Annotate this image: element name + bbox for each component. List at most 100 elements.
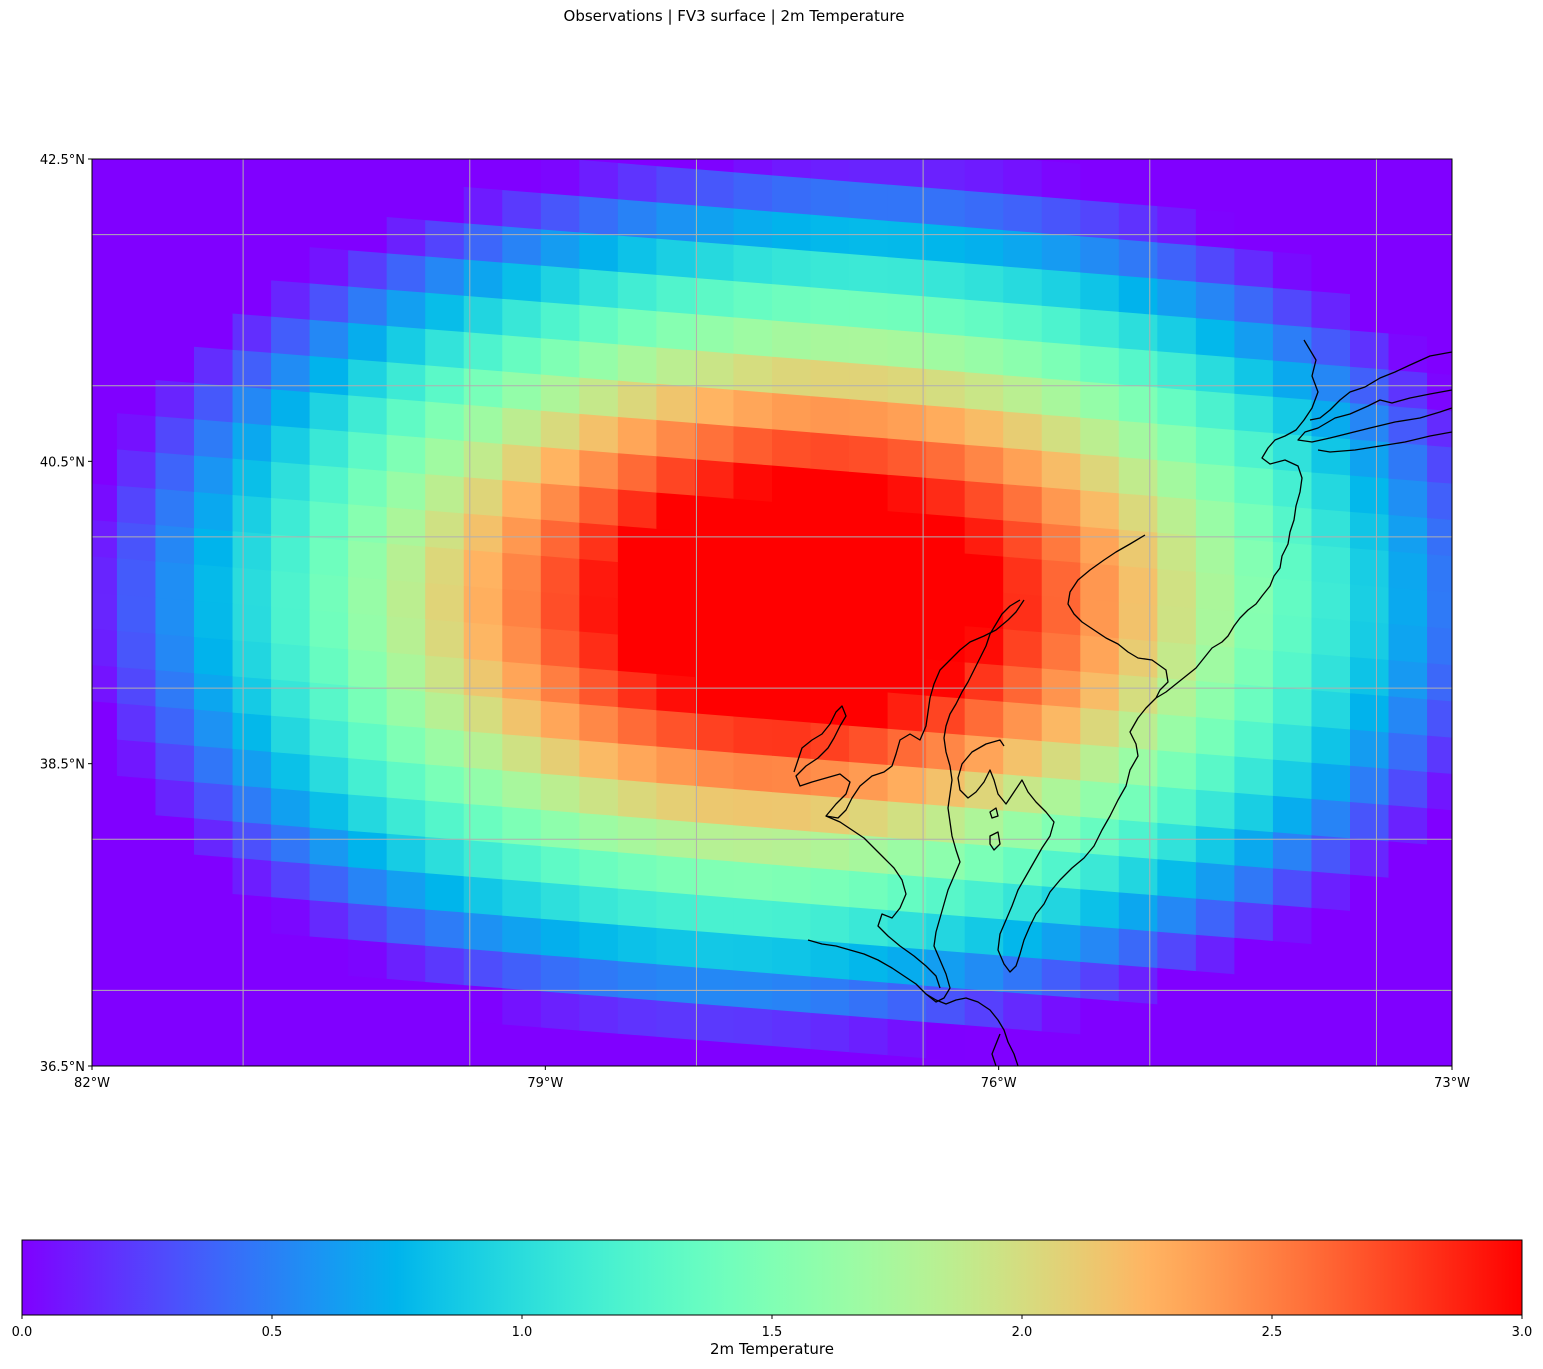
heatmap-cell [733,897,773,938]
heatmap-cell [194,999,234,1040]
heatmap-cell [116,303,157,344]
heatmap-cell [1466,738,1505,778]
heatmap-cell [964,843,1004,884]
heatmap-cell [926,622,966,663]
heatmap-cell [733,316,773,357]
heatmap-cell [849,1088,888,1128]
heatmap-cell [1041,559,1081,600]
heatmap-cell [1466,666,1505,706]
lat-tick-label: 42.5°N [40,153,85,168]
heatmap-cell [40,479,79,519]
heatmap-cell [810,975,850,1016]
heatmap-cell [1427,807,1452,847]
heatmap-cell [155,306,195,347]
heatmap-cell [92,809,118,849]
heatmap-cell [502,479,542,520]
heatmap-cell [733,353,773,394]
heatmap-cell [579,558,619,599]
heatmap-cell [1427,952,1452,992]
heatmap-cell [1311,689,1351,730]
heatmap-cell [1466,1028,1505,1068]
heatmap-cell [810,322,850,363]
lon-tick-label: 76°W [981,1076,1017,1091]
heatmap-cell [1118,674,1158,715]
heatmap-cell [1118,891,1158,932]
heatmap-cell [1273,1086,1312,1126]
heatmap-cell [310,1081,349,1121]
heatmap-cell [1234,610,1274,651]
heatmap-cell [309,681,349,722]
heatmap-cell [1157,459,1197,500]
heatmap-cell [541,1099,580,1139]
heatmap-cell [271,497,311,538]
heatmap-cell [464,77,503,117]
heatmap-cell [1272,323,1313,364]
heatmap-cell [694,204,735,245]
heatmap-cell [155,850,195,891]
heatmap-cell [618,90,657,130]
heatmap-cell [502,407,542,448]
heatmap-cell [617,706,657,747]
heatmap-cell [579,195,619,236]
heatmap-cell [155,778,195,819]
heatmap-cell [810,649,850,690]
heatmap-cell [849,362,889,403]
heatmap-cell [1234,103,1273,143]
heatmap-cell [271,787,311,828]
heatmap-cell [1504,161,1543,201]
heatmap-cell [194,20,233,60]
heatmap-cell [1195,716,1235,757]
heatmap-cell [233,1075,272,1115]
heatmap-cell [1350,728,1390,769]
heatmap-cell [40,515,79,555]
heatmap-cell [78,10,117,50]
heatmap-cell [1388,731,1428,772]
heatmap-cell [1466,1101,1505,1141]
heatmap-cell [1195,861,1235,902]
heatmap-cell [1504,487,1543,527]
heatmap-cell [309,1008,349,1049]
heatmap-cell [579,87,618,127]
heatmap-cell [849,1051,889,1066]
heatmap-cell [887,945,927,986]
heatmap-cell [1041,305,1081,346]
heatmap-cell [849,688,889,729]
heatmap-cell [694,857,735,898]
heatmap-cell [40,298,79,338]
heatmap-cell [463,839,503,880]
heatmap-cell [40,7,79,47]
heatmap-cell [348,467,388,508]
heatmap-cell [1003,84,1042,124]
heatmap-cell [1350,112,1389,152]
heatmap-cell [233,59,272,99]
heatmap-cell [540,159,580,197]
heatmap-cell [656,891,696,932]
heatmap-cell [1272,867,1313,908]
heatmap-cell [1466,1174,1505,1214]
colorbar-ticks: 0.0 0.5 1.0 1.5 2.0 2.5 3.0 [12,1315,1532,1340]
heatmap-cell [1157,677,1197,718]
heatmap-cell [964,625,1004,666]
heatmap-cell [40,624,79,664]
heatmap-cell [1195,1006,1235,1047]
heatmap-cell [271,352,311,393]
heatmap-cell [579,739,619,780]
heatmap-cell [502,951,542,992]
heatmap-cell [849,761,889,802]
heatmap-cell [40,697,79,737]
heatmap-cell [232,421,272,462]
heatmap-cell [849,507,889,548]
heatmap-cell [1388,296,1428,337]
heatmap-cell [1272,613,1313,654]
heatmap-cell [232,784,272,825]
heatmap-cell [849,543,889,584]
heatmap-cell [810,504,850,545]
heatmap-cell [1003,410,1043,451]
heatmap-cell [849,579,889,620]
heatmap-cell [425,255,465,296]
heatmap-cell [772,646,812,687]
heatmap-cell [194,817,234,858]
heatmap-cell [772,247,812,288]
heatmap-cell [849,326,889,366]
heatmap-cell [502,661,542,702]
